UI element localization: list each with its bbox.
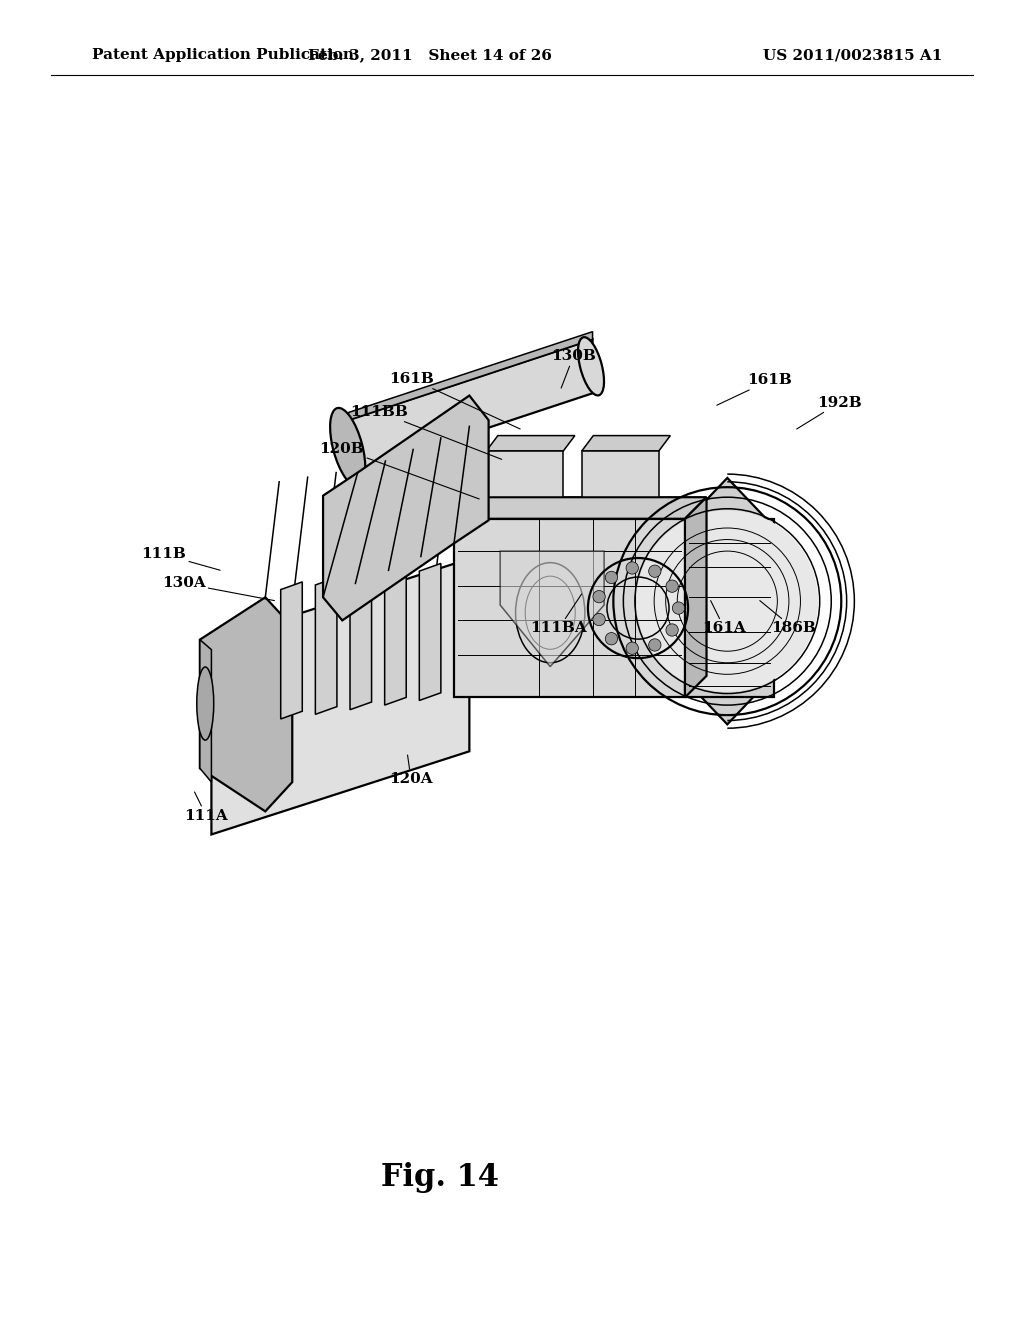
Text: 130B: 130B — [551, 350, 596, 388]
Ellipse shape — [197, 667, 214, 741]
Text: 192B: 192B — [797, 396, 862, 429]
Text: 120B: 120B — [319, 442, 479, 499]
Ellipse shape — [578, 337, 604, 396]
Polygon shape — [200, 640, 211, 781]
Polygon shape — [582, 436, 671, 451]
Text: 161B: 161B — [717, 374, 793, 405]
Circle shape — [648, 639, 660, 651]
Text: 111BA: 111BA — [530, 594, 587, 635]
Circle shape — [626, 562, 638, 574]
Polygon shape — [348, 339, 593, 474]
Circle shape — [666, 579, 678, 593]
Circle shape — [626, 642, 638, 655]
Polygon shape — [500, 552, 604, 667]
Polygon shape — [200, 598, 292, 812]
Polygon shape — [669, 478, 786, 725]
Text: 120A: 120A — [389, 755, 433, 785]
Polygon shape — [385, 568, 407, 705]
Text: US 2011/0023815 A1: US 2011/0023815 A1 — [763, 49, 942, 62]
Circle shape — [637, 511, 818, 692]
Polygon shape — [685, 519, 773, 697]
Text: Feb. 3, 2011   Sheet 14 of 26: Feb. 3, 2011 Sheet 14 of 26 — [308, 49, 552, 62]
Ellipse shape — [330, 408, 366, 486]
Polygon shape — [211, 558, 469, 834]
Polygon shape — [486, 451, 563, 498]
Text: Fig. 14: Fig. 14 — [381, 1162, 500, 1193]
Circle shape — [605, 572, 617, 583]
Polygon shape — [315, 577, 337, 714]
Text: 186B: 186B — [760, 601, 816, 635]
Polygon shape — [486, 436, 574, 451]
Polygon shape — [582, 451, 658, 498]
Polygon shape — [281, 582, 302, 719]
Text: Patent Application Publication: Patent Application Publication — [92, 49, 354, 62]
Text: 161A: 161A — [702, 601, 746, 635]
Polygon shape — [348, 331, 593, 420]
Circle shape — [648, 565, 660, 577]
Circle shape — [666, 624, 678, 636]
Text: 130A: 130A — [162, 577, 274, 601]
Circle shape — [593, 614, 605, 626]
Polygon shape — [454, 498, 707, 519]
Text: 111B: 111B — [141, 548, 220, 570]
Text: 111A: 111A — [184, 792, 228, 822]
Circle shape — [593, 590, 605, 603]
Polygon shape — [323, 396, 488, 620]
Polygon shape — [685, 498, 707, 697]
Polygon shape — [350, 573, 372, 710]
Circle shape — [605, 632, 617, 645]
Circle shape — [673, 602, 685, 614]
Text: 161B: 161B — [389, 372, 520, 429]
Text: 111BB: 111BB — [350, 405, 502, 459]
Polygon shape — [419, 564, 441, 701]
Polygon shape — [454, 519, 685, 697]
